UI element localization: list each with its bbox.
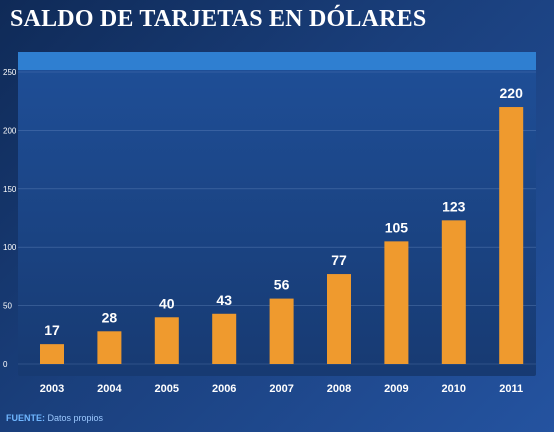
x-tick-label-2008: 2008 (327, 383, 351, 395)
source-text: Datos propios (47, 413, 104, 423)
y-tick-label: 0 (3, 360, 8, 369)
data-label-2008: 77 (331, 252, 347, 268)
bars (40, 107, 524, 364)
chart-title: SALDO DE TARJETAS EN DÓLARES (10, 6, 427, 32)
x-axis-ticks: 2003 2004 2005 2006 2007 2008 2009 2010 2011 (40, 383, 523, 395)
data-label-2010: 123 (442, 198, 466, 214)
data-label-2004: 28 (102, 309, 118, 325)
y-axis-ticks: 0 50 100 150 200 250 (3, 68, 17, 369)
data-label-2009: 105 (385, 219, 409, 235)
data-label-2005: 40 (159, 295, 175, 311)
bar-2007 (269, 298, 294, 364)
x-tick-label-2011: 2011 (499, 383, 523, 395)
bar-2004 (97, 331, 122, 364)
y-tick-label: 150 (3, 185, 17, 194)
bar-2006 (212, 313, 237, 364)
y-tick-label: 250 (3, 68, 17, 77)
x-tick-label-2005: 2005 (155, 383, 179, 395)
y-tick-label: 200 (3, 126, 17, 135)
bar-2010 (441, 220, 466, 364)
bar-2008 (327, 274, 351, 364)
bar-2005 (154, 317, 179, 364)
y-tick-label: 100 (3, 243, 17, 252)
data-label-2011: 220 (500, 85, 524, 101)
bar-2009 (384, 241, 409, 364)
data-label-2003: 17 (44, 322, 60, 338)
source-note: FUENTE: Datos propios (6, 413, 103, 423)
data-labels: 17 28 40 43 56 77 105 123 220 (44, 85, 523, 338)
x-tick-label-2009: 2009 (384, 383, 408, 395)
x-tick-label-2003: 2003 (40, 383, 64, 395)
x-tick-label-2004: 2004 (97, 383, 122, 395)
data-label-2006: 43 (216, 292, 232, 308)
y-tick-label: 50 (3, 302, 12, 311)
source-label: FUENTE: (6, 413, 45, 423)
data-label-2007: 56 (274, 277, 290, 293)
x-tick-label-2010: 2010 (442, 383, 466, 395)
plot-header-band (18, 52, 536, 70)
bar-2003 (40, 344, 64, 364)
x-tick-label-2006: 2006 (212, 383, 236, 395)
bar-2011 (499, 107, 524, 364)
x-tick-label-2007: 2007 (269, 383, 293, 395)
